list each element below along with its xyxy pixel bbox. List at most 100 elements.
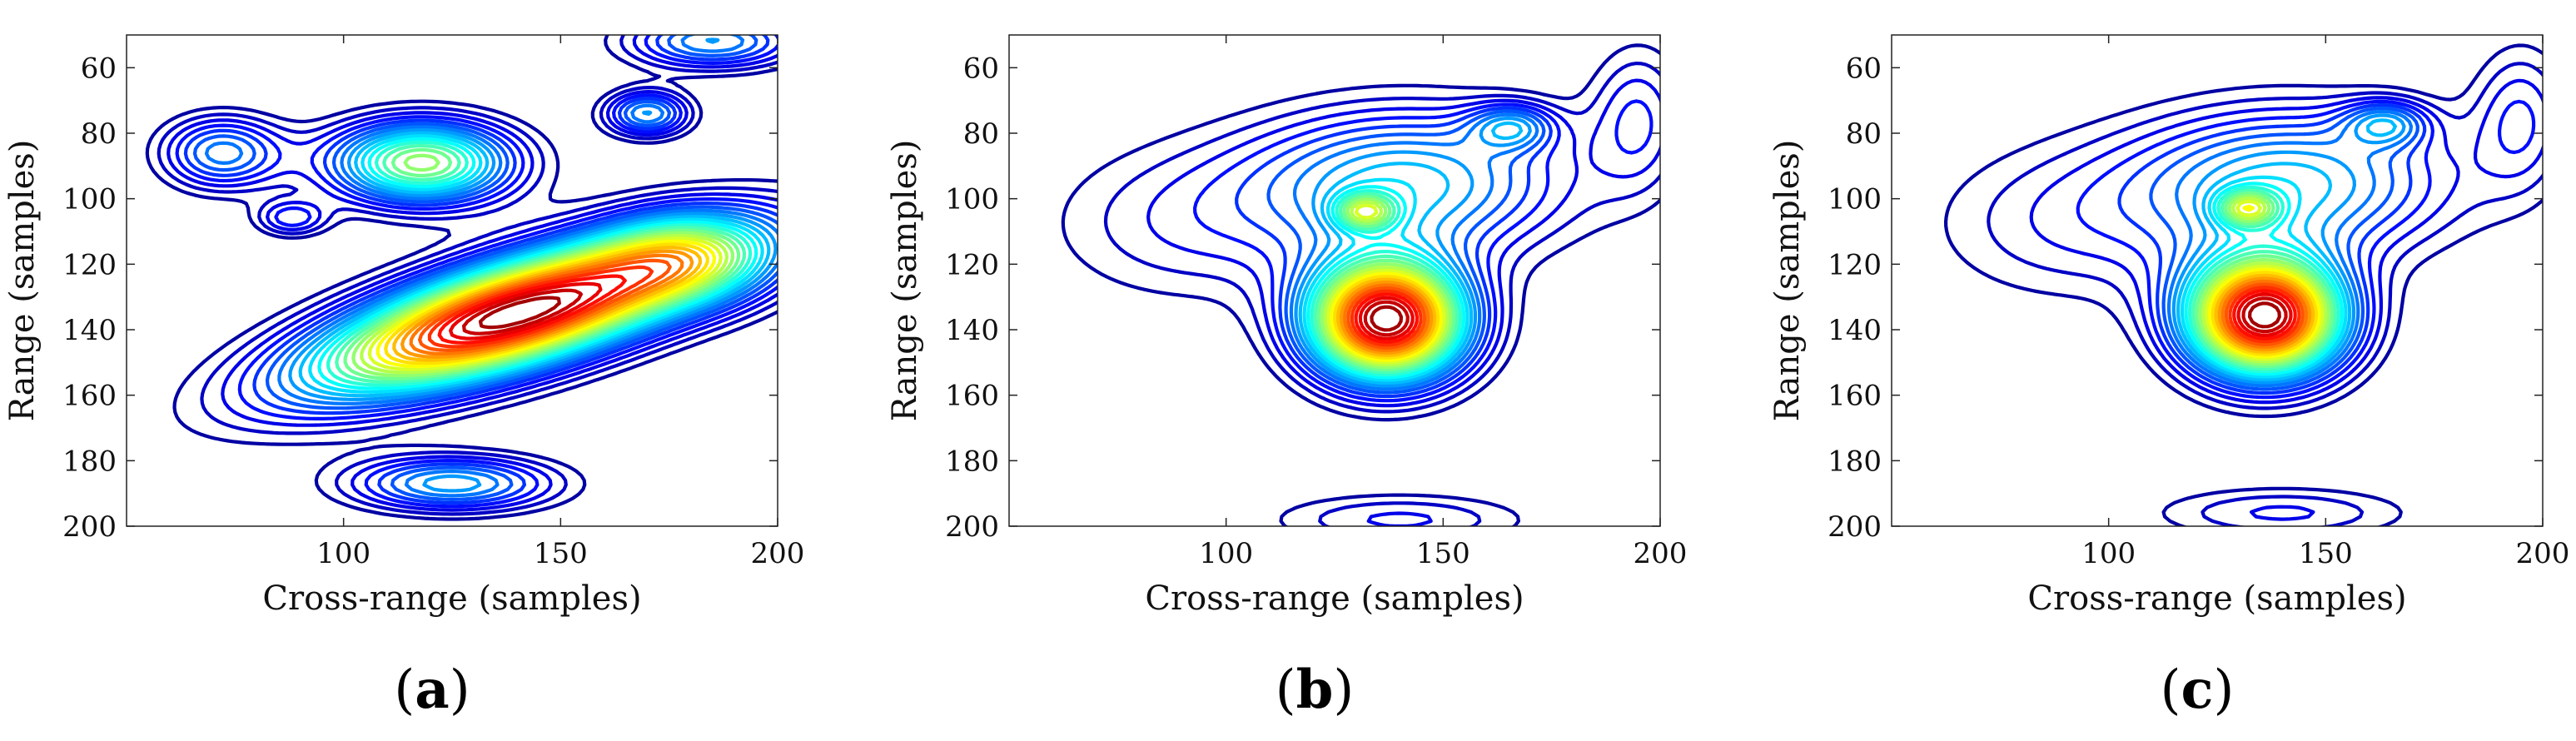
contour-level-1 (1061, 43, 1660, 526)
contour-level-25 (437, 274, 627, 345)
contour-level-4 (2076, 99, 2536, 400)
y-tick-label: 180 (1828, 445, 1882, 478)
contour-level-9 (298, 131, 771, 398)
x-tick-label: 200 (751, 537, 805, 570)
y-tick-label: 140 (62, 314, 117, 347)
contour-level-2 (1103, 62, 1660, 526)
panel-label: (a) (394, 659, 470, 721)
contour-level-14 (1316, 195, 1456, 372)
x-axis-label: Cross-range (samples) (2027, 579, 2406, 618)
contour-level-28 (1370, 305, 1404, 332)
contour-level-25 (2232, 289, 2297, 341)
contour-level-12 (2187, 186, 2341, 374)
contour-level-19 (1333, 275, 1440, 360)
contour-level-21 (1339, 280, 1434, 355)
contour-level-28 (478, 296, 561, 330)
y-tick-label: 160 (1828, 380, 1882, 413)
x-tick-label: 150 (1416, 537, 1470, 570)
x-tick-label: 200 (2516, 537, 2570, 570)
panel-a: 100 150 200 60 80 100 120 140 160 180 200 Cross-ran… (3, 34, 805, 721)
contour-level-23 (2224, 282, 2305, 346)
y-tick-label: 80 (81, 117, 117, 151)
contour-level-23 (1346, 286, 1427, 350)
contour-level-20 (392, 246, 703, 362)
contour-level-10 (1302, 177, 1470, 382)
contour-level-16 (2201, 196, 2328, 364)
contour-level-13 (1313, 191, 1460, 375)
contour-level-1 (145, 35, 778, 521)
y-tick-label: 160 (62, 380, 117, 413)
contour-level-5 (1235, 106, 1553, 399)
contour-level-20 (1336, 277, 1437, 357)
contour-level-13 (2191, 188, 2337, 371)
contour-level-22 (409, 253, 684, 356)
contour-level-10 (308, 134, 764, 394)
x-tick-label: 100 (316, 537, 370, 570)
y-tick-label: 120 (1828, 248, 1882, 281)
contour-level-2 (1987, 62, 2543, 526)
contour-level-17 (367, 236, 723, 371)
contour-level-6 (192, 35, 778, 501)
contour-level-7 (1289, 112, 1539, 391)
contour-level-8 (1294, 116, 1532, 388)
contour-level-4 (175, 35, 778, 509)
contour-level-27 (1363, 300, 1410, 337)
y-tick-label: 80 (963, 117, 999, 151)
y-tick-label: 120 (945, 248, 999, 281)
contour-level-21 (400, 249, 694, 359)
y-axis-label: Range (samples) (1768, 140, 1807, 422)
contour-level-10 (2180, 175, 2348, 379)
contour-level-22 (2220, 279, 2309, 349)
contour-level-26 (2236, 292, 2293, 337)
contour-lines (145, 35, 778, 521)
contour-level-17 (1326, 203, 1446, 365)
contour-level-9 (1298, 121, 1524, 385)
contour-level-2 (157, 35, 778, 516)
contour-level-19 (2210, 271, 2318, 356)
x-axis-label: Cross-range (samples) (262, 579, 641, 618)
y-tick-label: 160 (945, 380, 999, 413)
x-axis-label: Cross-range (samples) (1145, 579, 1524, 618)
panel-b: 100 150 200 60 80 100 120 140 160 180 200 Cross-ran… (886, 34, 1688, 721)
y-tick-label: 60 (1846, 52, 1882, 85)
contour-level-28 (2248, 301, 2281, 329)
contour-level-24 (427, 265, 654, 349)
contour-level-12 (1310, 189, 1463, 377)
contour-level-8 (288, 37, 778, 493)
contour-level-25 (1354, 292, 1420, 344)
y-tick-label: 60 (963, 52, 999, 85)
axes-frame (1891, 34, 2544, 527)
contour-level-18 (375, 239, 717, 368)
contour-level-15 (1320, 197, 1453, 370)
contour-level-6 (1266, 109, 1546, 395)
y-tick-label: 200 (1828, 510, 1882, 544)
contour-level-16 (1323, 200, 1450, 367)
contour-level-5 (2117, 102, 2427, 395)
contour-level-4 (1193, 99, 1654, 403)
contour-level-27 (462, 288, 583, 336)
y-tick-label: 180 (62, 445, 117, 478)
y-tick-label: 120 (62, 248, 117, 281)
contour-lines (1061, 43, 1660, 526)
axes-frame (1008, 34, 1661, 527)
y-tick-label: 100 (945, 183, 999, 216)
x-tick-label: 150 (534, 537, 588, 570)
contour-lines (1944, 43, 2543, 526)
contour-level-23 (418, 258, 672, 352)
contour-level-6 (2149, 106, 2419, 391)
y-tick-label: 140 (945, 314, 999, 347)
contour-level-18 (2207, 204, 2321, 359)
contour-level-14 (343, 147, 741, 380)
y-axis-label: Range (samples) (886, 140, 924, 422)
contour-level-1 (1944, 43, 2543, 526)
x-tick-label: 200 (1634, 537, 1688, 570)
axes-frame (126, 34, 778, 527)
contour-level-11 (1306, 185, 1466, 380)
contour-level-22 (1343, 283, 1430, 352)
y-axis-label: Range (samples) (3, 140, 42, 422)
contour-level-27 (2241, 296, 2288, 334)
contour-level-26 (449, 281, 603, 341)
y-tick-label: 200 (945, 510, 999, 544)
contour-level-7 (2166, 109, 2414, 388)
